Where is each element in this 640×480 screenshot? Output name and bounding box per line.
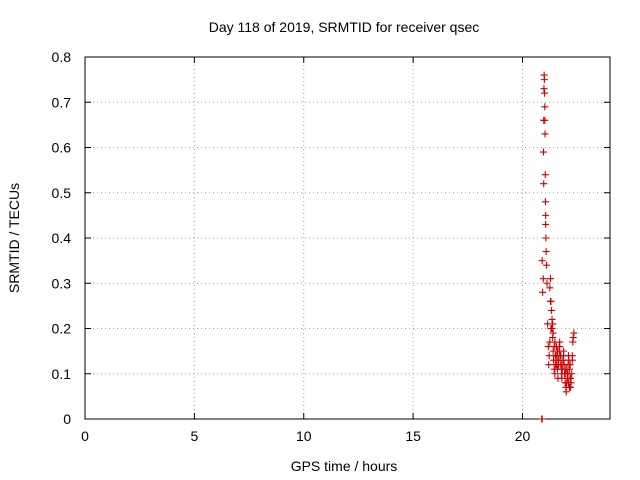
x-axis-label: GPS time / hours: [291, 458, 398, 474]
data-point-0-24: [545, 352, 553, 360]
y-tick-label-4: 0.4: [52, 230, 72, 246]
data-point-0-73: [549, 329, 557, 337]
data-point-0-89: [567, 374, 575, 382]
data-point-0-98: [564, 370, 572, 378]
x-tick-label-1: 5: [190, 428, 198, 444]
data-point-0-0: [538, 257, 546, 265]
x-tick-label-3: 15: [405, 428, 421, 444]
data-point-0-34: [551, 370, 559, 378]
data-point-0-102: [538, 415, 546, 423]
data-point-0-15: [542, 211, 550, 219]
data-point-0-3: [540, 180, 548, 188]
axis-ticks: [84, 56, 610, 420]
data-point-0-9: [541, 89, 549, 97]
y-tick-label-2: 0.2: [52, 321, 72, 337]
y-tick-label-3: 0.3: [52, 275, 72, 291]
data-point-0-90: [547, 297, 554, 305]
data-point-0-68: [569, 334, 577, 342]
x-tick-label-0: 0: [81, 428, 89, 444]
grid: [85, 57, 610, 419]
data-point-0-22: [544, 343, 552, 351]
data-point-0-20: [543, 279, 551, 287]
data-point-0-28: [548, 306, 556, 314]
data-point-0-13: [541, 171, 549, 179]
data-point-0-26: [547, 275, 554, 283]
x-tick-label-4: 20: [515, 428, 531, 444]
y-tick-labels: 0 0.1 0.2 0.3 0.4 0.5 0.6 0.7 0.8: [52, 49, 72, 427]
data-point-0-96: [560, 352, 568, 360]
data-point-0-18: [542, 248, 550, 256]
chart-title: Day 118 of 2019, SRMTID for receiver qse…: [209, 19, 480, 35]
data-point-0-55: [562, 388, 570, 396]
data-point-0-94: [555, 343, 563, 351]
x-tick-label-2: 10: [296, 428, 312, 444]
data-point-0-100: [568, 352, 576, 360]
data-point-0-69: [570, 329, 578, 337]
x-tick-labels: 0 5 10 15 20: [81, 428, 530, 444]
data-point-0-1: [539, 288, 547, 296]
data-point-0-71: [547, 325, 555, 332]
y-tick-label-5: 0.5: [52, 185, 72, 201]
data-point-0-92: [551, 338, 559, 346]
y-tick-label-0: 0: [63, 411, 71, 427]
data-point-0-8: [540, 76, 548, 84]
data-point-0-19: [543, 261, 551, 269]
data-points: [538, 71, 578, 423]
data-point-0-23: [545, 361, 553, 369]
data-point-0-87: [564, 379, 572, 387]
y-tick-label-1: 0.1: [52, 366, 72, 382]
data-point-0-17: [542, 234, 550, 242]
data-point-0-12: [541, 130, 549, 138]
data-point-0-97: [562, 365, 570, 373]
y-axis-label: SRMTID / TECUs: [6, 183, 22, 293]
data-point-0-2: [539, 275, 547, 283]
data-point-0-95: [557, 361, 565, 369]
data-point-0-14: [541, 198, 549, 206]
data-point-0-10: [541, 103, 549, 111]
data-point-0-11: [541, 116, 549, 124]
data-point-0-93: [553, 352, 561, 360]
y-tick-label-6: 0.6: [52, 140, 72, 156]
data-point-0-99: [566, 361, 574, 369]
data-point-0-91: [549, 320, 557, 328]
data-point-0-72: [548, 315, 556, 323]
data-point-0-88: [566, 383, 574, 391]
data-point-0-4: [540, 148, 547, 156]
data-point-0-25: [546, 284, 554, 292]
y-tick-label-7: 0.7: [52, 94, 72, 110]
data-point-0-82: [559, 356, 567, 364]
data-point-0-6: [540, 85, 548, 93]
data-point-0-16: [542, 220, 550, 228]
y-tick-label-8: 0.8: [52, 49, 72, 65]
